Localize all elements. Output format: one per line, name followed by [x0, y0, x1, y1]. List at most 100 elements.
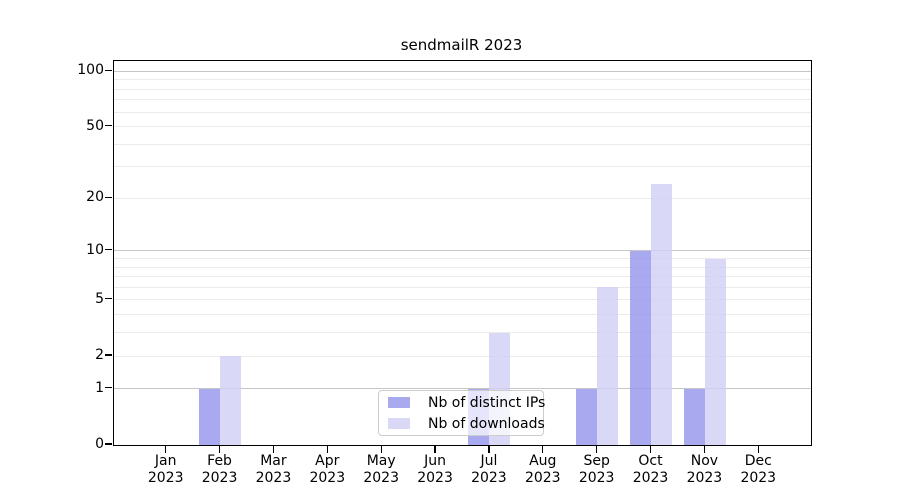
x-tick-month: Feb — [207, 453, 232, 469]
x-tick-month: Jan — [154, 453, 177, 469]
x-tick-label: Oct 2023 — [619, 453, 683, 487]
y-tick-mark — [105, 354, 112, 356]
y-tick-label: 20 — [86, 189, 104, 206]
bar-downloads — [220, 356, 242, 445]
y-tick-label: 10 — [86, 241, 104, 258]
x-tick-year: 2023 — [309, 470, 346, 486]
gridline-minor — [114, 143, 811, 145]
x-tick-label: Feb 2023 — [188, 453, 252, 487]
x-tick-month: Jul — [480, 453, 498, 469]
legend: Nb of distinct IPs Nb of downloads — [378, 390, 546, 436]
x-tick-label: May 2023 — [349, 453, 413, 487]
legend-entry-distinct-ips: Nb of distinct IPs — [379, 394, 546, 412]
gridline-minor — [114, 79, 811, 81]
x-tick-year: 2023 — [417, 470, 453, 486]
bar-downloads — [704, 258, 726, 445]
x-tick-label: Aug 2023 — [511, 453, 575, 487]
x-tick-mark — [434, 445, 436, 453]
gridline-major — [114, 388, 811, 390]
gridline-minor — [114, 286, 811, 288]
x-tick-mark — [165, 445, 167, 453]
x-tick-mark — [757, 445, 759, 453]
x-tick-month: Mar — [260, 453, 287, 469]
x-tick-mark — [542, 445, 544, 453]
x-tick-month: Oct — [638, 453, 663, 469]
gridline-minor — [114, 166, 811, 168]
x-tick-label: Jun 2023 — [403, 453, 467, 487]
y-tick-label: 2 — [95, 347, 104, 364]
gridline-major — [114, 70, 811, 72]
x-tick-month: Aug — [529, 453, 557, 469]
x-tick-year: 2023 — [686, 470, 723, 486]
y-tick-label: 100 — [77, 62, 104, 79]
bar-downloads — [597, 287, 619, 445]
x-tick-label: Dec 2023 — [726, 453, 790, 487]
y-tick-label: 5 — [95, 290, 104, 307]
x-tick-year: 2023 — [201, 470, 238, 486]
legend-entry-downloads: Nb of downloads — [379, 415, 545, 433]
gridline-minor — [114, 99, 811, 101]
x-tick-mark — [488, 445, 490, 453]
y-tick-label: 50 — [86, 117, 104, 134]
plot-area — [113, 60, 812, 446]
gridline-minor — [114, 258, 811, 260]
bar-distinct-ips — [630, 250, 652, 445]
x-tick-mark — [218, 445, 221, 453]
x-tick-label: Nov 2023 — [672, 453, 736, 487]
gridline-minor — [114, 276, 811, 278]
y-tick-mark — [105, 249, 112, 251]
y-tick-mark — [105, 443, 112, 445]
gridline-minor — [114, 88, 811, 90]
x-tick-mark — [703, 445, 705, 453]
y-tick-mark — [105, 124, 112, 127]
x-tick-year: 2023 — [632, 470, 669, 486]
y-tick-mark — [105, 196, 112, 199]
x-tick-month: May — [366, 453, 396, 469]
x-tick-year: 2023 — [147, 470, 184, 486]
x-tick-mark — [272, 445, 275, 453]
x-tick-label: Sep 2023 — [565, 453, 629, 487]
gridline-minor — [114, 355, 811, 357]
x-tick-month: Sep — [583, 453, 610, 469]
x-tick-year: 2023 — [524, 470, 561, 486]
chart-title: sendmailR 2023 — [400, 36, 523, 54]
gridline-minor — [114, 299, 811, 301]
gridline-minor — [114, 197, 811, 199]
x-tick-month: Nov — [690, 453, 719, 469]
x-tick-label: Jan 2023 — [134, 453, 198, 487]
y-tick-mark — [105, 298, 112, 300]
gridline-minor — [114, 314, 811, 316]
x-tick-month: Jun — [424, 453, 446, 469]
x-tick-year: 2023 — [471, 470, 507, 486]
x-tick-mark — [649, 445, 652, 453]
x-tick-year: 2023 — [578, 470, 615, 486]
x-tick-year: 2023 — [363, 470, 399, 486]
bar-distinct-ips — [199, 388, 221, 445]
x-tick-month: Dec — [744, 453, 772, 469]
y-tick-label: 1 — [95, 379, 104, 396]
bar-distinct-ips — [576, 388, 598, 445]
legend-label-downloads: Nb of downloads — [428, 415, 545, 432]
x-tick-year: 2023 — [255, 470, 292, 486]
x-tick-label: Mar 2023 — [241, 453, 305, 487]
bar-downloads — [651, 184, 673, 445]
x-tick-mark — [596, 445, 598, 453]
gridline-major — [114, 250, 811, 252]
gridline-minor — [114, 266, 811, 268]
bar-distinct-ips — [683, 388, 705, 445]
gridline-minor — [114, 126, 811, 128]
x-tick-mark — [380, 445, 382, 453]
gridline-minor — [114, 111, 811, 113]
legend-label-distinct-ips: Nb of distinct IPs — [428, 394, 546, 411]
x-tick-year: 2023 — [740, 470, 777, 486]
x-tick-month: Apr — [315, 453, 340, 469]
legend-swatch-downloads — [388, 418, 410, 429]
y-tick-mark — [105, 69, 112, 71]
y-tick-mark — [105, 387, 112, 389]
x-tick-label: Apr 2023 — [295, 453, 359, 487]
x-tick-mark — [326, 445, 328, 453]
y-tick-label: 0 — [95, 436, 104, 452]
legend-swatch-distinct-ips — [388, 397, 410, 408]
x-tick-label: Jul 2023 — [457, 453, 521, 487]
